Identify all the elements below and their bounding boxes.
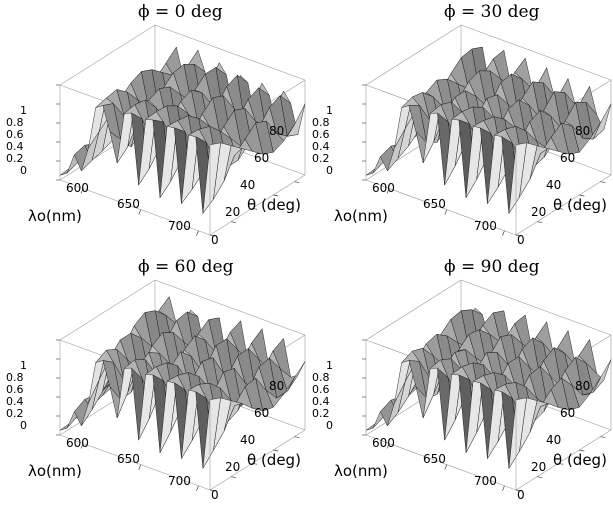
z-tick-label: 0: [20, 164, 27, 177]
x-tick-label: 650: [423, 197, 446, 211]
z-tick-label: 0.2: [6, 152, 24, 165]
z-tick-label: 0.6: [6, 383, 24, 396]
surface-plot-phi-60: [56, 279, 306, 492]
surface-mesh: [59, 296, 306, 469]
x-axis-ticks: [80, 443, 199, 491]
plot-panel-phi-60: ϕ = 60 deg 1 0.8 0.6 0.4 0.2 0 600 650 7…: [0, 255, 306, 510]
surface-plot-phi-30: [362, 24, 612, 237]
z-tick-label: 0: [326, 419, 333, 432]
y-tick-label: 60: [254, 151, 270, 165]
x-axis-ticks: [386, 188, 505, 236]
plot-title: ϕ = 0 deg: [138, 2, 223, 22]
z-axis-ticks: [56, 339, 60, 436]
plot-title: ϕ = 60 deg: [138, 257, 234, 277]
x-axis-label: λo(nm): [28, 207, 82, 225]
x-tick-label: 700: [168, 474, 191, 488]
surface-mesh: [365, 307, 612, 469]
y-tick-label: 80: [575, 124, 591, 138]
z-tick-label: 1: [20, 104, 27, 117]
x-tick-label: 600: [66, 436, 89, 450]
y-tick-label: 40: [546, 433, 562, 447]
z-tick-label: 0.8: [6, 371, 24, 384]
y-tick-label: 40: [546, 178, 562, 192]
x-tick-label: 700: [474, 474, 497, 488]
y-axis-label: θ (deg): [247, 451, 301, 469]
y-tick-label: 60: [560, 151, 576, 165]
x-axis-label: λo(nm): [334, 207, 388, 225]
z-tick-label: 1: [326, 359, 333, 372]
plot-title: ϕ = 30 deg: [444, 2, 540, 22]
z-tick-label: 0.6: [312, 128, 330, 141]
x-tick-label: 700: [474, 219, 497, 233]
z-tick-label: 0.2: [312, 152, 330, 165]
y-tick-label: 80: [269, 124, 285, 138]
z-tick-label: 0.4: [312, 140, 330, 153]
y-tick-label: 40: [240, 433, 256, 447]
x-axis-ticks: [386, 443, 505, 491]
z-tick-label: 0.6: [312, 383, 330, 396]
x-tick-label: 650: [117, 452, 140, 466]
surface-mesh: [365, 46, 612, 214]
plot-panel-phi-90: ϕ = 90 deg 1 0.8 0.6 0.4 0.2 0 600 650 7…: [306, 255, 612, 510]
x-tick-label: 600: [372, 181, 395, 195]
x-axis-ticks: [80, 188, 199, 236]
y-tick-label: 60: [254, 406, 270, 420]
surface-plot-phi-90: [362, 279, 612, 492]
y-tick-label: 20: [531, 205, 547, 219]
y-tick-label: 20: [225, 460, 241, 474]
y-tick-label: 20: [225, 205, 241, 219]
z-tick-label: 0: [20, 419, 27, 432]
y-tick-label: 80: [269, 379, 285, 393]
z-tick-label: 0.8: [312, 116, 330, 129]
y-tick-label: 60: [560, 406, 576, 420]
z-tick-label: 0.4: [6, 395, 24, 408]
z-axis-ticks: [362, 339, 366, 436]
y-tick-label: 40: [240, 178, 256, 192]
y-axis-label: θ (deg): [247, 196, 301, 214]
z-tick-label: 0.8: [6, 116, 24, 129]
x-axis-label: λo(nm): [28, 462, 82, 480]
y-axis-label: θ (deg): [553, 196, 607, 214]
z-tick-label: 0.2: [6, 407, 24, 420]
y-tick-label: 0: [211, 233, 219, 247]
plot-panel-phi-30: ϕ = 30 deg 1 0.8 0.6 0.4 0.2 0 600 650 7…: [306, 0, 612, 255]
z-tick-label: 1: [20, 359, 27, 372]
y-axis-ticks: [515, 181, 606, 237]
y-tick-label: 80: [575, 379, 591, 393]
z-axis-ticks: [362, 84, 366, 181]
z-tick-label: 0.6: [6, 128, 24, 141]
y-tick-label: 0: [517, 488, 525, 502]
y-axis-label: θ (deg): [553, 451, 607, 469]
y-axis-ticks: [209, 436, 300, 492]
y-axis-ticks: [209, 181, 300, 237]
x-tick-label: 600: [372, 436, 395, 450]
z-axis-ticks: [56, 84, 60, 181]
z-tick-label: 1: [326, 104, 333, 117]
y-tick-label: 0: [517, 233, 525, 247]
y-tick-label: 0: [211, 488, 219, 502]
x-tick-label: 600: [66, 181, 89, 195]
z-tick-label: 0: [326, 164, 333, 177]
x-axis-label: λo(nm): [334, 462, 388, 480]
y-tick-label: 20: [531, 460, 547, 474]
z-tick-label: 0.2: [312, 407, 330, 420]
surface-mesh: [59, 46, 306, 214]
z-tick-label: 0.8: [312, 371, 330, 384]
x-tick-label: 700: [168, 219, 191, 233]
x-tick-label: 650: [423, 452, 446, 466]
plot-panel-phi-0: ϕ = 0 deg 1 0.8 0.6 0.4 0.2 0 600 650 70…: [0, 0, 306, 255]
z-tick-label: 0.4: [312, 395, 330, 408]
x-tick-label: 650: [117, 197, 140, 211]
surface-plot-phi-0: [56, 24, 306, 237]
plot-title: ϕ = 90 deg: [444, 257, 540, 277]
y-axis-ticks: [515, 436, 606, 492]
z-tick-label: 0.4: [6, 140, 24, 153]
